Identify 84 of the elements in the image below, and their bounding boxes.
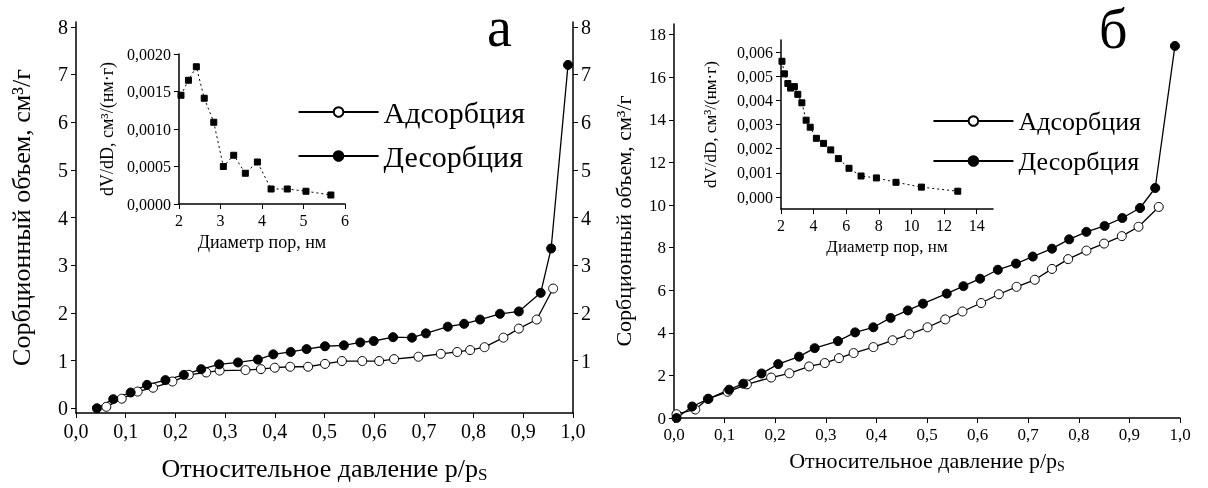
x-tick-label: 14 [968,216,985,234]
y-tick-label: 0,005 [737,67,773,85]
x-tick-label: 0,3 [815,425,837,444]
x-tick-label: 2 [174,211,183,229]
x-axis-title: Относительное давление p/pS [789,448,1065,474]
y-tick-label: 2 [657,365,666,385]
y-tick-label: 0,004 [737,91,773,109]
y2-tick-label: 8 [581,15,591,38]
y-tick-label: 0 [58,397,68,420]
y-tick-label: 0,0000 [126,195,171,213]
x-tick-label: 0,0 [663,425,685,444]
x-tick-label: 2 [777,216,785,234]
y-axis-title: Сорбционный объем, см³/г [610,95,636,347]
x-tick-label: 0,5 [312,420,337,442]
y-tick-label: 5 [58,158,68,181]
y-tick-label: 16 [649,67,666,87]
y-tick-label: 4 [657,323,667,343]
x-tick-label: 0,2 [764,425,786,444]
y-tick-label: 0,003 [737,116,773,134]
chart-title: б [1099,0,1128,60]
y-tick-label: 6 [58,111,68,134]
y-tick-label: 0 [657,408,666,428]
x-tick-label: 0,2 [162,420,188,442]
y-tick-label: 0,0005 [126,158,171,175]
x-tick-label: 0,9 [1118,425,1141,444]
x-tick-label: 0,9 [510,420,536,442]
y-tick-label: 0,0020 [126,45,171,63]
legend-label: Адсорбция [383,95,526,129]
x-tick-label: 0,8 [461,420,487,442]
y2-tick-label: 2 [581,301,591,324]
y-tick-label: 8 [657,238,666,258]
x-tick-label: 0,3 [212,420,238,442]
x-tick-label: 1,0 [560,420,586,442]
x-tick-label: 4 [257,211,266,229]
x-tick-label: 0,7 [411,420,437,442]
x-tick-label: 4 [809,216,818,234]
x-tick-label: 12 [936,216,953,234]
y-axis-title: dV/dD, см³/(нм·г) [701,61,720,188]
x-tick-label: 0,1 [713,425,736,444]
x-axis-title: Диаметр пор, нм [197,231,327,252]
y-tick-label: 8 [58,15,68,38]
y2-tick-label: 7 [581,63,591,86]
x-tick-label: 8 [874,216,883,234]
x-tick-label: 10 [903,216,920,234]
y2-tick-label: 3 [581,254,591,277]
y-tick-label: 0,001 [737,164,773,182]
x-tick-label: 0,8 [1068,425,1090,444]
legend-label: Адсорбция [1018,106,1142,136]
y-tick-label: 0,000 [737,188,773,206]
y-tick-label: 3 [58,254,68,277]
y2-tick-label: 6 [581,111,591,134]
y-tick-label: 6 [657,280,666,300]
y-tick-label: 1 [58,349,68,372]
x-tick-label: 5 [299,211,308,229]
chart-title: а [487,0,512,58]
x-tick-label: 0,5 [916,425,938,444]
x-tick-label: 6 [341,211,349,229]
y-tick-label: 0,002 [737,140,773,158]
y2-tick-label: 1 [581,349,591,372]
y-axis-title: Сорбционный объем, см³/г [6,69,36,366]
x-tick-label: 0,1 [113,420,139,442]
x-tick-label: 3 [216,211,225,229]
y-tick-label: 0,0010 [126,120,171,138]
y-tick-label: 18 [649,25,666,45]
x-tick-label: 0,7 [1017,425,1040,444]
y2-tick-label: 5 [581,158,591,181]
x-axis-title: Диаметр пор, нм [826,237,948,256]
legend-label: Десорбция [1018,146,1140,176]
x-tick-label: 6 [842,216,851,234]
y-tick-label: 0,0015 [126,83,171,100]
x-tick-label: 1,0 [1169,425,1191,444]
y-tick-label: 2 [58,301,68,324]
y-tick-label: 14 [649,110,667,130]
y-tick-label: 12 [649,152,666,172]
y-tick-label: 0,006 [737,43,773,61]
x-tick-label: 0,4 [262,420,288,442]
y-tick-label: 10 [649,195,666,215]
x-tick-label: 0,6 [966,425,989,444]
legend-label: Десорбция [383,139,524,173]
y-axis-title: dV/dD, см³/(нм·г) [97,61,118,197]
y-tick-label: 7 [58,63,68,86]
x-tick-label: 0,0 [63,420,89,442]
x-tick-label: 0,4 [865,425,888,444]
x-tick-label: 0,6 [361,420,387,442]
